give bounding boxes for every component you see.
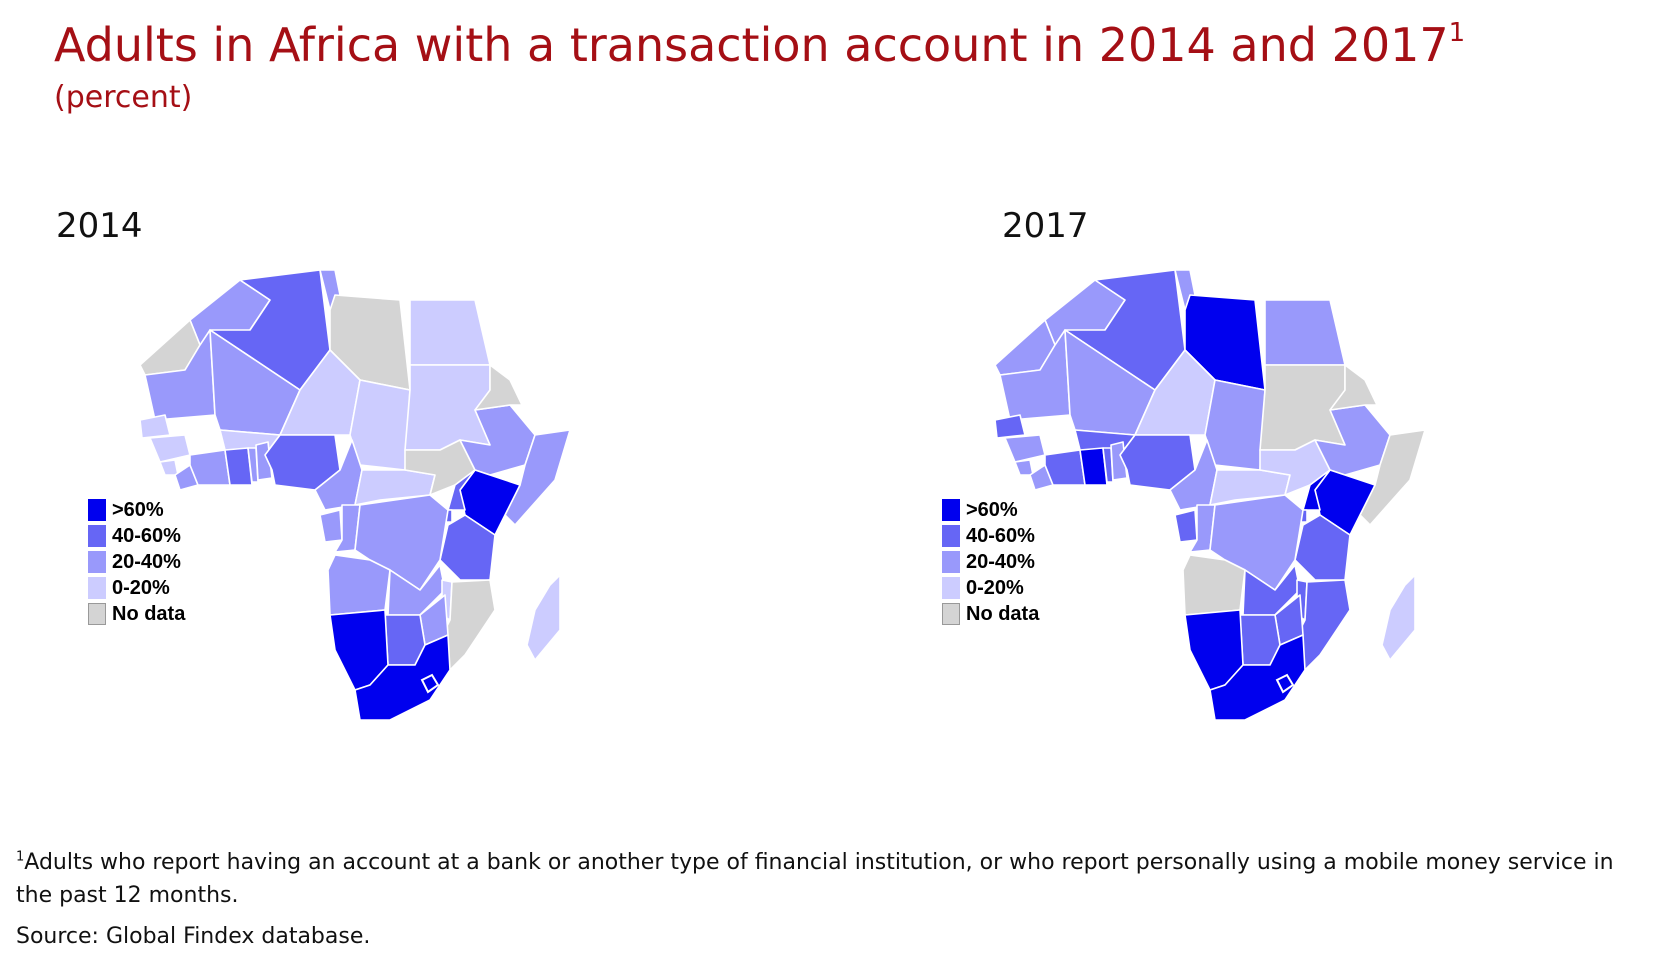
legend-label: 0-20%	[966, 576, 1024, 599]
country-chad	[349, 379, 411, 471]
legend-item-no-data: No data	[88, 601, 185, 627]
country-uganda	[447, 469, 476, 511]
legend-swatch	[88, 499, 106, 521]
panel-year-2017: 2017	[1002, 206, 1089, 246]
legend-item-0-20: 0-20%	[942, 575, 1039, 601]
country-senegal	[139, 414, 171, 439]
map-legend-2014: >60% 40-60% 20-40% 0-20% No data	[88, 497, 185, 627]
legend-item-20-40: 20-40%	[942, 549, 1039, 575]
legend-item-no-data: No data	[942, 601, 1039, 627]
country-togo	[1102, 447, 1114, 483]
country-egypt	[409, 299, 491, 366]
footnote: 1Adults who report having an account at …	[16, 846, 1656, 912]
panel-year-2014: 2014	[56, 206, 143, 246]
legend-item-40-60: 40-60%	[942, 523, 1039, 549]
country-guinea	[1004, 434, 1046, 463]
country-cote-d-ivoire	[189, 449, 231, 486]
country-senegal	[994, 414, 1026, 439]
legend-label: No data	[966, 602, 1040, 625]
legend-label: 40-60%	[112, 524, 181, 547]
country-sierra-leone	[1014, 459, 1034, 476]
country-madagascar	[1381, 574, 1416, 661]
legend-label: 0-20%	[112, 576, 170, 599]
legend-item-gt60: >60%	[942, 497, 1039, 523]
lesotho-outline	[1275, 673, 1295, 694]
footnote-text: Adults who report having an account at a…	[16, 850, 1614, 908]
country-madagascar	[526, 574, 561, 661]
legend-swatch	[942, 499, 960, 521]
legend-swatch	[942, 603, 960, 625]
country-mozambique	[444, 579, 496, 671]
chart-subtitle: (percent)	[54, 80, 193, 115]
chart-title: Adults in Africa with a transaction acco…	[54, 18, 1465, 73]
legend-item-20-40: 20-40%	[88, 549, 185, 575]
legend-label: 20-40%	[966, 550, 1035, 573]
country-togo	[247, 447, 259, 483]
legend-label: No data	[112, 602, 186, 625]
country-ghana	[224, 447, 253, 486]
legend-swatch	[88, 603, 106, 625]
country-sierra-leone	[159, 459, 179, 476]
country-uganda	[1302, 469, 1331, 511]
legend-item-40-60: 40-60%	[88, 523, 185, 549]
legend-item-0-20: 0-20%	[88, 575, 185, 601]
country-cote-d-ivoire	[1044, 449, 1086, 486]
legend-item-gt60: >60%	[88, 497, 185, 523]
legend-swatch	[942, 577, 960, 599]
country-south-africa	[1209, 634, 1306, 721]
legend-label: >60%	[112, 498, 164, 521]
country-egypt	[1264, 299, 1346, 366]
country-ghana	[1079, 447, 1108, 486]
legend-swatch	[88, 551, 106, 573]
country-eritrea	[474, 364, 523, 411]
legend-label: >60%	[966, 498, 1018, 521]
legend-swatch	[88, 525, 106, 547]
africa-map-2014	[139, 270, 571, 721]
country-guinea	[149, 434, 191, 463]
legend-label: 20-40%	[112, 550, 181, 573]
country-eritrea	[1329, 364, 1378, 411]
source-note: Source: Global Findex database.	[16, 924, 371, 949]
map-legend-2017: >60% 40-60% 20-40% 0-20% No data	[942, 497, 1039, 627]
legend-label: 40-60%	[966, 524, 1035, 547]
country-gabon	[1174, 509, 1198, 543]
africa-map-2017	[994, 270, 1426, 721]
lesotho-outline	[420, 673, 440, 694]
country-gabon	[319, 509, 343, 543]
country-somalia	[504, 429, 571, 526]
title-text: Adults in Africa with a transaction acco…	[54, 18, 1449, 72]
country-congo	[1189, 504, 1216, 553]
title-footnote-mark: 1	[1448, 17, 1466, 48]
legend-swatch	[942, 525, 960, 547]
country-congo	[334, 504, 361, 553]
country-mozambique	[1299, 579, 1351, 671]
country-south-africa	[354, 634, 451, 721]
country-chad	[1204, 379, 1266, 471]
legend-swatch	[88, 577, 106, 599]
country-somalia	[1359, 429, 1426, 526]
footnote-mark: 1	[16, 849, 25, 865]
legend-swatch	[942, 551, 960, 573]
